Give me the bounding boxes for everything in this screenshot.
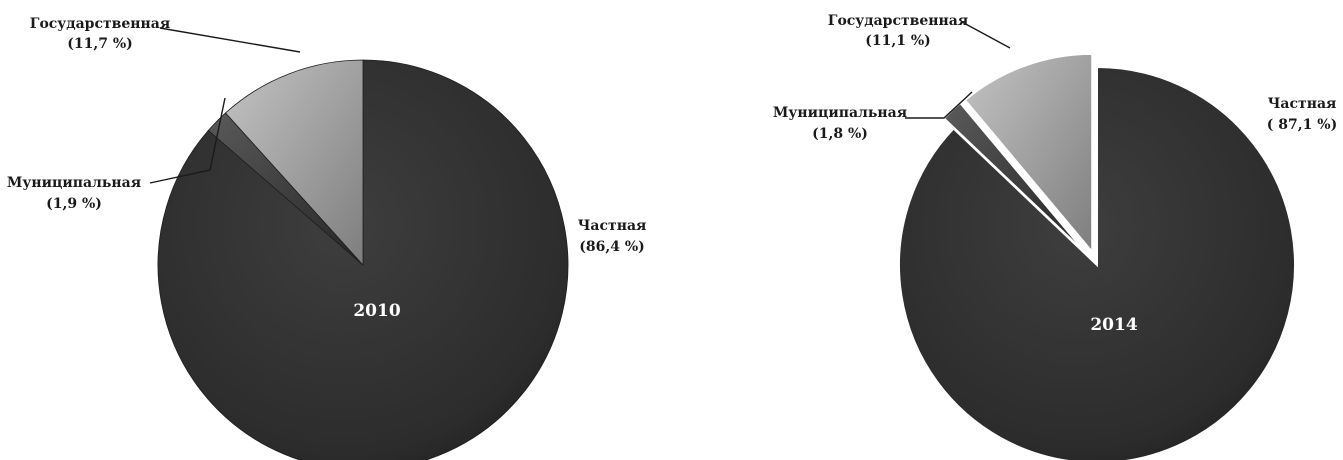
slice-label-municipal-name-2014: Муниципальная <box>773 105 907 121</box>
slice-label-private-value-2014: ( 87,1 %) <box>1267 117 1337 133</box>
center-label-2014: 2014 <box>1090 315 1137 335</box>
pie-slice-private-2014 <box>898 65 1296 460</box>
leader-line-municipal-2014 <box>905 91 973 119</box>
leader-line-state-2010 <box>159 27 301 53</box>
leader-line-state-2014 <box>961 21 1011 49</box>
center-label-2010: 2010 <box>353 301 400 321</box>
leader-line-municipal-2010 <box>149 97 226 184</box>
pie-chart-2010: Государственная (11,7 %) Муниципальная (… <box>7 16 646 460</box>
slice-label-state-name-2014: Государственная <box>828 13 968 29</box>
slice-label-municipal-value-2010: (1,9 %) <box>46 196 102 212</box>
pie-chart-2014: Государственная (11,1 %) Муниципальная (… <box>773 13 1337 460</box>
slice-label-municipal-name-2010: Муниципальная <box>7 175 141 191</box>
slice-label-state-value-2014: (11,1 %) <box>865 33 931 49</box>
slice-label-private-name-2014: Частная <box>1268 96 1337 112</box>
slice-label-private-name-2010: Частная <box>578 218 647 234</box>
slice-label-state-name-2010: Государственная <box>30 16 170 32</box>
pie-slice-state-2010 <box>224 59 364 267</box>
slice-label-state-value-2010: (11,7 %) <box>67 36 133 52</box>
slice-label-municipal-value-2014: (1,8 %) <box>812 126 868 142</box>
pie-slice-state-2014 <box>963 52 1094 255</box>
slice-label-private-value-2010: (86,4 %) <box>579 239 645 255</box>
